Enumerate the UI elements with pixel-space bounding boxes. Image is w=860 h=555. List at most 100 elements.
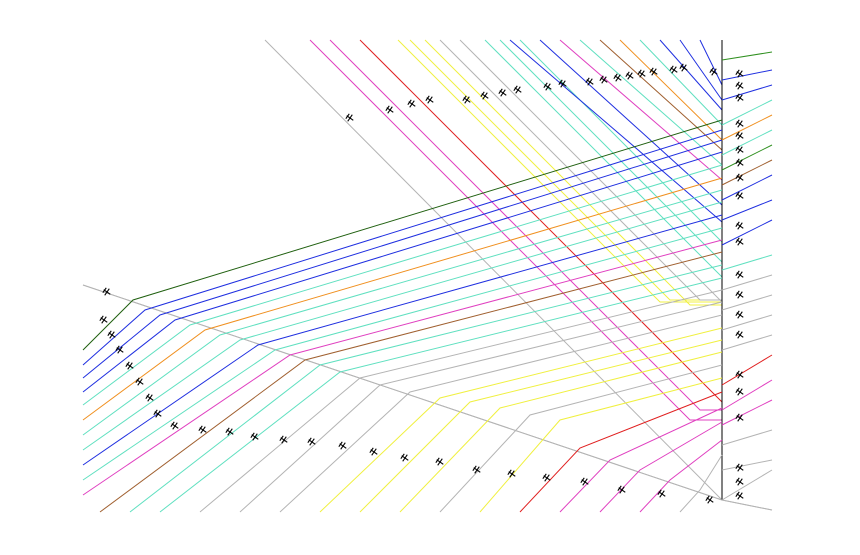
- path-line-4: [359, 39, 723, 403]
- path-line-37: [82, 239, 723, 496]
- glyph-mark-45: [125, 361, 134, 370]
- path-line-28: [82, 129, 723, 366]
- path-line-49: [519, 391, 723, 513]
- path-line-13: [509, 39, 723, 223]
- glyph-mark-50: [198, 425, 207, 434]
- glyph-mark-64: [657, 489, 666, 498]
- path-line-62: [721, 174, 773, 201]
- glyph-mark-5: [462, 95, 471, 104]
- path-line-41: [199, 289, 723, 513]
- glyph-mark-14: [625, 71, 634, 80]
- glyph-mark-41: [102, 287, 111, 296]
- path-line-10: [484, 39, 723, 278]
- glyph-mark-8: [513, 85, 522, 94]
- path-line-21: [679, 39, 723, 101]
- glyph-mark-55: [338, 441, 347, 450]
- glyph-mark-32: [735, 290, 744, 299]
- glyph-mark-19: [709, 67, 718, 76]
- path-line-61: [721, 159, 773, 186]
- path-line-6: [409, 39, 722, 301]
- glyph-mark-30: [735, 237, 744, 246]
- path-line-68: [721, 314, 773, 331]
- path-line-3: [329, 39, 722, 411]
- glyph-mark-24: [735, 131, 744, 140]
- glyph-mark-11: [585, 77, 594, 86]
- path-line-72: [721, 399, 773, 426]
- path-line-73: [721, 429, 773, 446]
- glyph-mark-33: [735, 310, 744, 319]
- glyph-mark-16: [649, 67, 658, 76]
- glyph-mark-18: [679, 63, 688, 72]
- glyph-mark-61: [542, 473, 551, 482]
- path-line-63: [721, 199, 773, 221]
- glyph-mark-49: [170, 421, 179, 430]
- glyph-mark-58: [435, 457, 444, 466]
- glyph-mark-34: [735, 330, 744, 339]
- path-line-56: [721, 84, 773, 101]
- glyph-mark-40: [735, 491, 744, 500]
- glyph-mark-25: [735, 145, 744, 154]
- path-line-46: [399, 351, 723, 513]
- path-line-29: [82, 139, 723, 379]
- path-line-15: [559, 39, 723, 181]
- path-line-17: [599, 39, 723, 151]
- path-line-40: [159, 277, 723, 513]
- path-line-55: [721, 69, 773, 81]
- path-line-48: [479, 377, 723, 513]
- glyph-mark-56: [369, 447, 378, 456]
- path-line-24: [721, 469, 773, 501]
- path-line-12: [519, 39, 723, 243]
- glyph-mark-29: [735, 221, 744, 230]
- glyph-mark-13: [613, 73, 622, 82]
- path-line-64: [721, 219, 773, 246]
- glyph-mark-21: [735, 81, 744, 90]
- path-line-58: [721, 114, 773, 141]
- path-line-33: [82, 189, 723, 436]
- path-line-7: [424, 39, 722, 306]
- glyph-mark-54: [307, 437, 316, 446]
- path-line-31: [82, 164, 723, 406]
- glyph-mark-20: [735, 69, 744, 78]
- path-line-45: [359, 339, 723, 513]
- path-line-34: [82, 201, 723, 451]
- path-line-69: [721, 334, 773, 351]
- glyph-mark-47: [145, 393, 154, 402]
- path-line-2: [309, 39, 722, 421]
- glyph-mark-12: [599, 75, 608, 84]
- glyph-mark-31: [735, 270, 744, 279]
- glyph-mark-22: [735, 93, 744, 102]
- path-line-36: [82, 227, 723, 481]
- glyph-mark-17: [669, 65, 678, 74]
- glyph-mark-28: [735, 191, 744, 200]
- path-line-65: [721, 254, 773, 271]
- path-line-26: [721, 499, 773, 511]
- glyph-mark-52: [250, 432, 259, 441]
- glyph-mark-42: [99, 315, 108, 324]
- glyph-mark-53: [279, 435, 288, 444]
- path-line-54: [721, 51, 773, 61]
- path-line-5: [397, 39, 722, 303]
- glyph-mark-62: [580, 477, 589, 486]
- path-line-25: [82, 284, 723, 501]
- path-line-57: [721, 99, 773, 126]
- glyph-mark-26: [735, 158, 744, 167]
- path-line-66: [721, 274, 773, 291]
- glyph-mark-4: [425, 95, 434, 104]
- glyph-mark-63: [617, 485, 626, 494]
- path-line-32: [82, 177, 723, 421]
- path-line-53: [679, 454, 723, 513]
- glyph-labels: [99, 63, 744, 504]
- path-line-30: [82, 151, 723, 393]
- glyph-mark-65: [705, 495, 714, 504]
- path-line-22: [699, 39, 723, 86]
- glyph-mark-43: [107, 330, 116, 339]
- glyph-mark-51: [225, 427, 234, 436]
- path-line-18: [619, 39, 723, 141]
- path-line-59: [721, 129, 773, 156]
- path-line-8: [439, 39, 722, 301]
- path-line-20: [659, 39, 723, 111]
- glyph-mark-10: [558, 79, 567, 88]
- path-line-35: [82, 214, 723, 466]
